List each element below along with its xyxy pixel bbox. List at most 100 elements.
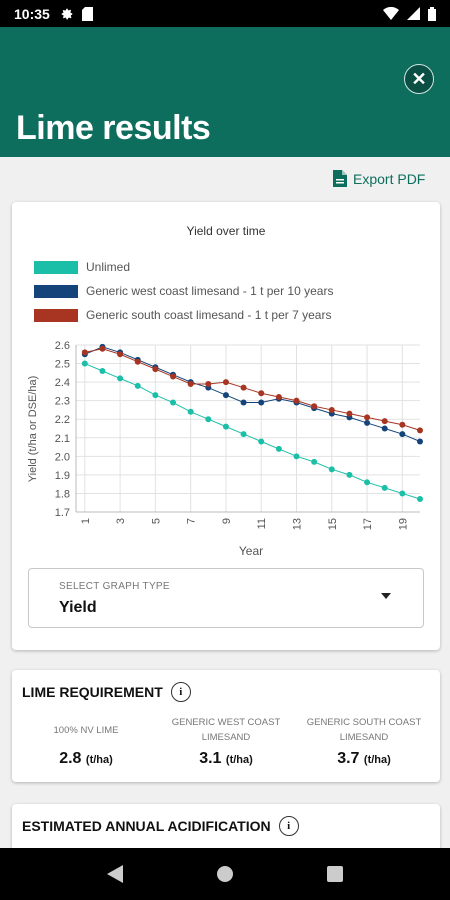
select-value: Yield — [59, 599, 97, 616]
legend-swatch — [34, 260, 78, 274]
page-title: Lime results — [16, 109, 211, 147]
series-line — [84, 346, 421, 442]
data-point — [364, 479, 371, 486]
lime-requirement-card: LIME REQUIREMENT i 100% NV LIME 2.8 (t/h… — [12, 670, 440, 782]
data-point — [152, 366, 159, 373]
series-line — [84, 348, 421, 431]
data-point — [187, 408, 194, 415]
data-point — [293, 397, 300, 404]
recents-icon[interactable] — [327, 866, 344, 882]
chart-title: Yield over time — [186, 224, 266, 238]
lime-unit: (t/ha) — [363, 754, 391, 766]
legend-swatch — [34, 284, 78, 298]
close-button[interactable]: ✕ — [404, 64, 434, 94]
data-point — [328, 466, 335, 473]
data-point — [399, 431, 406, 438]
lime-requirement-title: LIME REQUIREMENT — [22, 684, 163, 700]
lime-value: 3.7 — [337, 750, 360, 767]
lime-item-nv: 100% NV LIME 2.8 (t/ha) — [18, 714, 154, 768]
data-point — [275, 445, 282, 452]
info-icon[interactable]: i — [170, 682, 191, 702]
lime-item-west-coast: GENERIC WEST COAST LIMESAND 3.1 (t/ha) — [158, 714, 294, 768]
data-point — [417, 496, 423, 503]
data-point — [81, 360, 88, 367]
y-tick-label: 2.6 — [55, 340, 70, 352]
export-pdf-label: Export PDF — [353, 170, 426, 187]
data-point — [311, 458, 318, 465]
y-tick-label: 1.8 — [55, 488, 70, 500]
pdf-file-icon — [333, 170, 347, 187]
acidification-title: ESTIMATED ANNUAL ACIDIFICATION — [22, 818, 271, 834]
data-point — [346, 471, 353, 478]
system-nav-bar — [0, 848, 450, 900]
dropdown-caret-icon — [381, 593, 391, 599]
legend-item-unlimed[interactable]: Unlimed — [34, 260, 130, 274]
chart-card: Yield over time Unlimed Generic west coa… — [12, 202, 440, 650]
y-tick-label: 2.5 — [55, 359, 70, 371]
lime-item-south-coast: GENERIC SOUTH COAST LIMESAND 3.7 (t/ha) — [296, 714, 432, 768]
data-point — [381, 425, 388, 432]
y-tick-label: 2.1 — [55, 433, 70, 445]
data-point — [258, 438, 265, 445]
lime-item-value: 3.7 (t/ha) — [296, 750, 432, 768]
x-tick-label: 3 — [115, 518, 127, 524]
y-axis-label: Yield (t/ha or DSE/ha) — [27, 376, 39, 483]
data-point — [170, 373, 177, 380]
data-point — [240, 431, 247, 438]
wifi-icon — [383, 7, 399, 20]
lime-item-label: GENERIC SOUTH COAST LIMESAND — [306, 717, 422, 743]
gear-icon — [61, 8, 73, 19]
x-tick-label: 19 — [397, 518, 409, 530]
lime-item-value: 2.8 (t/ha) — [18, 750, 154, 768]
back-icon[interactable] — [106, 865, 123, 883]
sd-card-icon — [81, 6, 93, 21]
x-tick-label: 7 — [186, 518, 198, 524]
data-point — [152, 392, 159, 399]
export-pdf-button[interactable]: Export PDF — [333, 170, 425, 187]
signal-icon — [407, 7, 420, 20]
y-tick-label: 2.0 — [55, 451, 70, 463]
data-point — [258, 390, 265, 397]
data-point — [364, 414, 371, 421]
x-tick-label: 15 — [327, 518, 339, 530]
close-icon: ✕ — [411, 68, 427, 89]
data-point — [328, 406, 335, 413]
info-icon[interactable]: i — [278, 816, 299, 836]
status-time: 10:35 — [14, 5, 50, 22]
data-point — [346, 410, 353, 417]
x-axis-label: Year — [239, 544, 263, 558]
x-tick-label: 11 — [256, 518, 268, 529]
data-point — [170, 399, 177, 406]
select-label: SELECT GRAPH TYPE — [59, 581, 170, 592]
app-header: ✕ Lime results — [0, 27, 450, 157]
status-bar: 10:35 — [0, 0, 450, 27]
data-point — [134, 382, 141, 389]
graph-type-select[interactable]: SELECT GRAPH TYPE Yield — [28, 568, 424, 628]
data-point — [417, 427, 423, 434]
y-tick-label: 2.2 — [55, 414, 70, 426]
data-point — [381, 418, 388, 425]
data-point — [293, 453, 300, 460]
data-point — [117, 351, 124, 358]
data-point — [205, 416, 212, 423]
data-point — [187, 380, 194, 387]
legend-item-south-coast[interactable]: Generic south coast limesand - 1 t per 7… — [34, 308, 331, 322]
data-point — [399, 490, 406, 497]
lime-value: 2.8 — [59, 750, 82, 767]
data-point — [364, 419, 371, 426]
legend-item-west-coast[interactable]: Generic west coast limesand - 1 t per 10… — [34, 284, 333, 298]
legend-label: Unlimed — [86, 260, 131, 274]
data-point — [399, 421, 406, 428]
y-tick-label: 2.4 — [55, 377, 70, 389]
data-point — [240, 384, 247, 391]
data-point — [81, 349, 88, 356]
x-tick-label: 13 — [292, 518, 304, 530]
series-line — [84, 363, 421, 500]
home-icon[interactable] — [216, 865, 234, 883]
data-point — [275, 393, 282, 400]
lime-unit: (t/ha) — [225, 754, 253, 766]
data-point — [311, 403, 318, 410]
yield-chart: 1.71.81.92.02.12.22.32.42.52.6 1 3 5 7 9 11 13… — [27, 340, 423, 558]
data-point — [417, 438, 423, 445]
data-point — [99, 345, 106, 352]
